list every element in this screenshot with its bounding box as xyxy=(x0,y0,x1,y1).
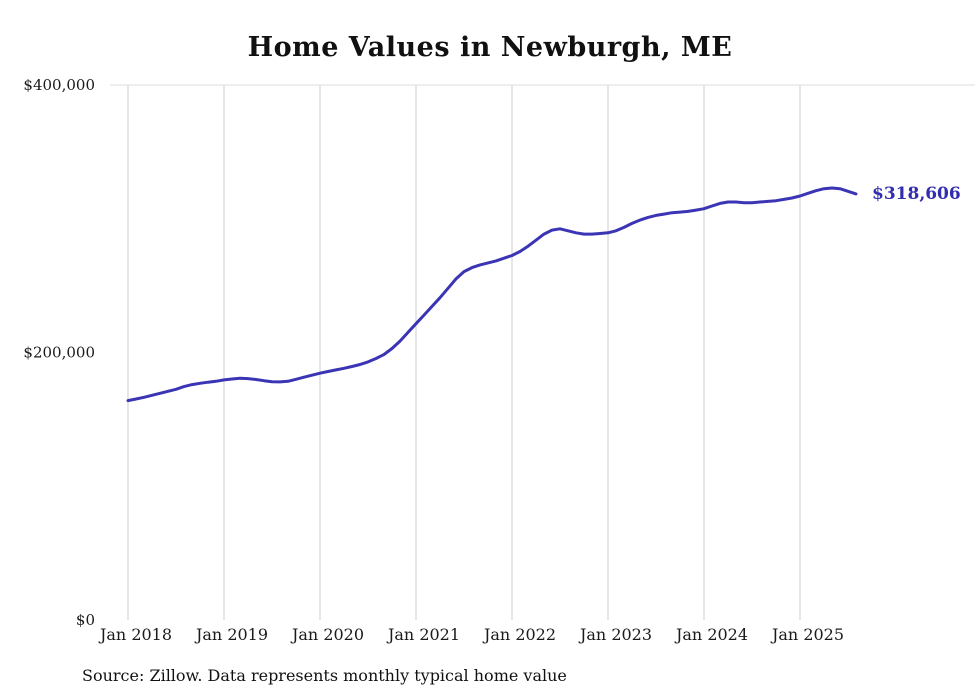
x-tick-label: Jan 2023 xyxy=(578,625,652,644)
x-tick-label: Jan 2019 xyxy=(194,625,268,644)
x-tick-label: Jan 2018 xyxy=(98,625,172,644)
x-tick-label: Jan 2025 xyxy=(770,625,844,644)
home-value-series-line xyxy=(126,186,858,403)
source-note: Source: Zillow. Data represents monthly … xyxy=(82,666,567,685)
y-tick-label: $200,000 xyxy=(23,344,95,362)
x-tick-label: Jan 2021 xyxy=(386,625,460,644)
y-tick-label: $400,000 xyxy=(23,76,95,94)
chart-title: Home Values in Newburgh, ME xyxy=(247,32,733,63)
y-tick-label: $0 xyxy=(76,611,95,629)
x-tick-label: Jan 2020 xyxy=(290,625,364,644)
x-tick-label: Jan 2022 xyxy=(482,625,556,644)
x-tick-label: Jan 2024 xyxy=(674,625,748,644)
end-value-label: $318,606 xyxy=(872,184,961,204)
